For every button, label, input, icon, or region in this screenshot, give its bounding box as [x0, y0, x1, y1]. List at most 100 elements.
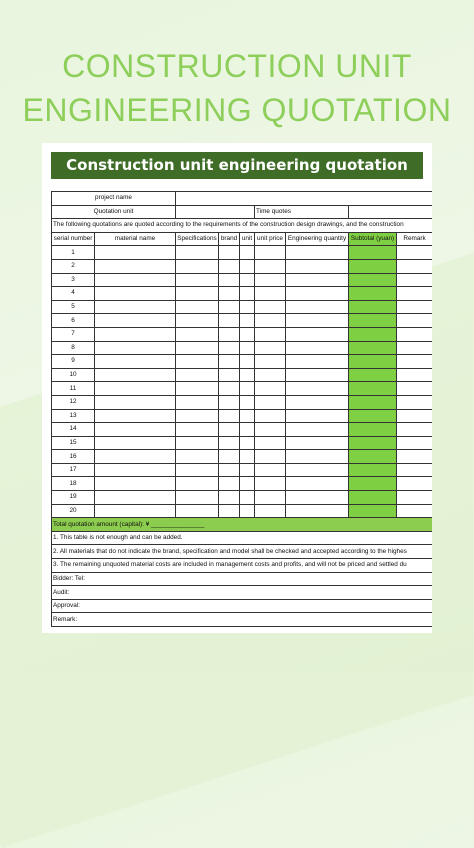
table-cell[interactable] — [396, 313, 432, 328]
table-cell[interactable] — [239, 313, 256, 328]
table-cell[interactable] — [254, 476, 287, 492]
table-cell[interactable] — [396, 435, 432, 451]
table-cell[interactable] — [93, 286, 177, 301]
table-cell[interactable] — [218, 422, 241, 437]
table-cell[interactable] — [239, 408, 256, 424]
table-cell[interactable] — [254, 408, 287, 424]
table-cell[interactable] — [93, 408, 177, 424]
table-cell[interactable] — [175, 462, 220, 478]
table-cell[interactable] — [285, 354, 350, 369]
table-cell[interactable] — [285, 449, 350, 464]
table-cell[interactable] — [218, 313, 241, 328]
table-cell[interactable] — [175, 490, 220, 505]
table-cell[interactable] — [396, 462, 432, 478]
table-cell[interactable] — [218, 381, 241, 396]
table-cell[interactable] — [396, 286, 432, 301]
table-cell[interactable] — [254, 394, 287, 410]
table-cell[interactable] — [285, 245, 350, 260]
table-cell[interactable] — [93, 462, 177, 478]
table-cell[interactable] — [348, 258, 398, 274]
table-cell[interactable] — [175, 245, 220, 260]
table-cell[interactable] — [239, 422, 256, 437]
table-cell[interactable] — [348, 503, 398, 519]
table-cell[interactable] — [218, 354, 241, 369]
table-cell[interactable] — [218, 299, 241, 315]
table-cell[interactable] — [254, 422, 287, 437]
table-cell[interactable] — [175, 449, 220, 464]
table-cell[interactable] — [93, 435, 177, 451]
table-cell[interactable] — [218, 490, 241, 505]
table-cell[interactable] — [285, 367, 350, 383]
table-cell[interactable] — [396, 449, 432, 464]
table-cell[interactable] — [239, 490, 256, 505]
table-cell[interactable] — [285, 462, 350, 478]
table-cell[interactable] — [396, 326, 432, 342]
table-cell[interactable] — [93, 367, 177, 383]
table-cell[interactable] — [175, 422, 220, 437]
project-name-value[interactable] — [175, 191, 432, 206]
table-cell[interactable] — [175, 394, 220, 410]
table-cell[interactable] — [218, 272, 241, 288]
table-cell[interactable] — [218, 476, 241, 492]
table-cell[interactable] — [239, 435, 256, 451]
table-cell[interactable] — [254, 435, 287, 451]
table-cell[interactable] — [175, 258, 220, 274]
table-cell[interactable] — [285, 340, 350, 356]
table-cell[interactable] — [239, 272, 256, 288]
table-cell[interactable] — [285, 490, 350, 505]
table-cell[interactable] — [285, 313, 350, 328]
table-cell[interactable] — [218, 394, 241, 410]
table-cell[interactable] — [218, 258, 241, 274]
table-cell[interactable] — [285, 408, 350, 424]
table-cell[interactable] — [396, 354, 432, 369]
table-cell[interactable] — [348, 313, 398, 328]
table-cell[interactable] — [254, 490, 287, 505]
table-cell[interactable] — [239, 381, 256, 396]
table-cell[interactable] — [348, 435, 398, 451]
table-cell[interactable] — [93, 313, 177, 328]
table-cell[interactable] — [396, 394, 432, 410]
table-cell[interactable] — [239, 367, 256, 383]
table-cell[interactable] — [175, 299, 220, 315]
table-cell[interactable] — [285, 394, 350, 410]
quotation-unit-value[interactable] — [175, 204, 256, 220]
table-cell[interactable] — [285, 272, 350, 288]
table-cell[interactable] — [93, 299, 177, 315]
table-cell[interactable] — [239, 354, 256, 369]
table-cell[interactable] — [239, 299, 256, 315]
table-cell[interactable] — [348, 381, 398, 396]
table-cell[interactable] — [254, 258, 287, 274]
table-cell[interactable] — [93, 326, 177, 342]
table-cell[interactable] — [348, 490, 398, 505]
table-cell[interactable] — [254, 245, 287, 260]
table-cell[interactable] — [218, 286, 241, 301]
table-cell[interactable] — [285, 299, 350, 315]
table-cell[interactable] — [239, 326, 256, 342]
table-cell[interactable] — [175, 326, 220, 342]
table-cell[interactable] — [285, 258, 350, 274]
table-cell[interactable] — [239, 340, 256, 356]
table-cell[interactable] — [218, 449, 241, 464]
table-cell[interactable] — [348, 476, 398, 492]
table-cell[interactable] — [175, 272, 220, 288]
table-cell[interactable] — [175, 354, 220, 369]
table-cell[interactable] — [218, 462, 241, 478]
table-cell[interactable] — [348, 449, 398, 464]
table-cell[interactable] — [93, 490, 177, 505]
table-cell[interactable] — [396, 258, 432, 274]
time-quotes-value[interactable] — [348, 204, 432, 220]
table-cell[interactable] — [93, 258, 177, 274]
table-cell[interactable] — [254, 313, 287, 328]
table-cell[interactable] — [396, 272, 432, 288]
table-cell[interactable] — [93, 476, 177, 492]
table-cell[interactable] — [396, 422, 432, 437]
table-cell[interactable] — [348, 422, 398, 437]
table-cell[interactable] — [218, 408, 241, 424]
table-cell[interactable] — [396, 476, 432, 492]
table-cell[interactable] — [285, 476, 350, 492]
table-cell[interactable] — [285, 503, 350, 519]
table-cell[interactable] — [93, 245, 177, 260]
table-cell[interactable] — [348, 367, 398, 383]
table-cell[interactable] — [254, 340, 287, 356]
table-cell[interactable] — [396, 340, 432, 356]
